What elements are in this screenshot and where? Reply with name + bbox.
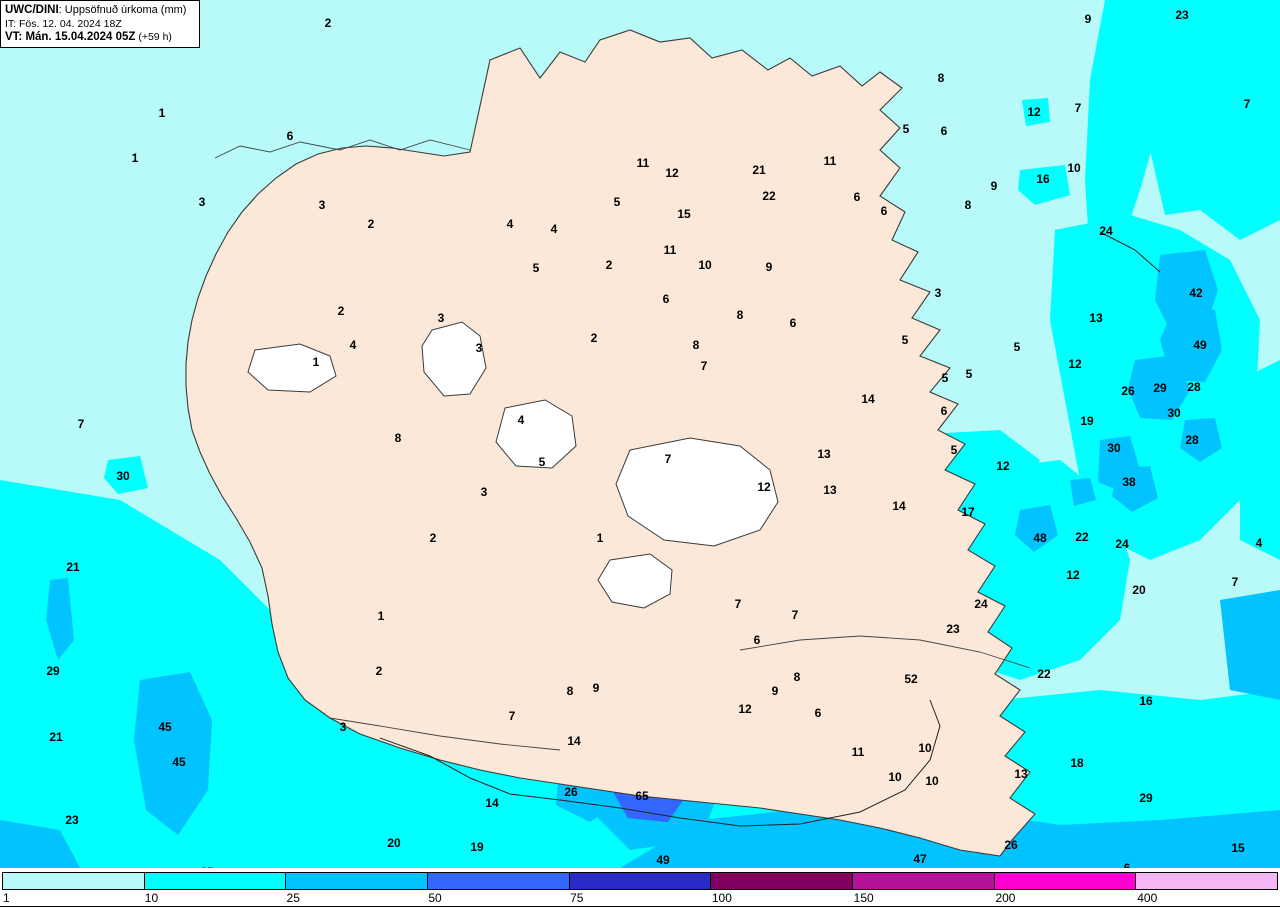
boundary-line — [379, 231, 1161, 827]
legend-swatch-50[interactable] — [428, 873, 570, 889]
legend-tick: 400 — [1137, 891, 1158, 905]
legend-tick: 200 — [995, 891, 1016, 905]
legend-swatch-1[interactable] — [3, 873, 145, 889]
model-name: UWC/DINI — [5, 4, 59, 16]
valid-time-line: VT: Mán. 15.04.2024 05Z (+59 h) — [5, 31, 195, 45]
init-time-value: Fös. 12. 04. 2024 18Z — [19, 17, 122, 30]
precipitation-map[interactable]: 2 9 23 1 6 1 3 3 2 8 12 7 7 11 12 21 11 22 5 6 10 16 5 15 6 6 9 8 4 4… — [0, 0, 1280, 868]
valid-time-label: VT: — [5, 31, 26, 43]
legend-swatch-150[interactable] — [853, 873, 995, 889]
legend-swatch-400[interactable] — [1136, 873, 1278, 889]
iceland-landmass — [185, 29, 1036, 857]
legend-tick: 10 — [144, 891, 159, 905]
valid-time-value: Mán. 15.04.2024 05Z — [25, 31, 136, 43]
legend-swatch-200[interactable] — [994, 873, 1137, 889]
legend-tick-labels: 1 10 25 50 75 100 150 200 400 — [2, 891, 1278, 907]
product-line: UWC/DINI: Uppsöfnuð úrkoma (mm) — [5, 4, 195, 18]
legend: 1 10 25 50 75 100 150 200 400 — [0, 868, 1280, 908]
legend-tick: 100 — [711, 891, 732, 905]
product-name: Uppsöfnuð úrkoma (mm) — [64, 4, 187, 16]
legend-swatch-10[interactable] — [144, 873, 287, 889]
legend-bottom-rule — [0, 906, 1280, 907]
map-canvas — [0, 0, 1280, 868]
init-time-line: IT: Fös. 12. 04. 2024 18Z — [5, 18, 195, 32]
legend-swatch-25[interactable] — [286, 873, 429, 889]
glaciers — [247, 321, 779, 609]
legend-tick: 1 — [3, 891, 10, 905]
legend-tick: 150 — [853, 891, 874, 905]
legend-tick: 50 — [428, 891, 442, 905]
coastline-detail — [214, 139, 1031, 751]
legend-tick: 25 — [286, 891, 300, 905]
legend-tick: 75 — [570, 891, 584, 905]
legend-swatch-100[interactable] — [711, 873, 854, 889]
model-separator: : — [58, 4, 65, 16]
legend-color-bar[interactable] — [2, 872, 1278, 890]
valid-time-lead: (+59 h) — [135, 31, 172, 43]
map-info-box: UWC/DINI: Uppsöfnuð úrkoma (mm) IT: Fös.… — [0, 0, 200, 48]
init-time-label: IT: — [5, 17, 20, 30]
legend-swatch-75[interactable] — [569, 873, 712, 889]
